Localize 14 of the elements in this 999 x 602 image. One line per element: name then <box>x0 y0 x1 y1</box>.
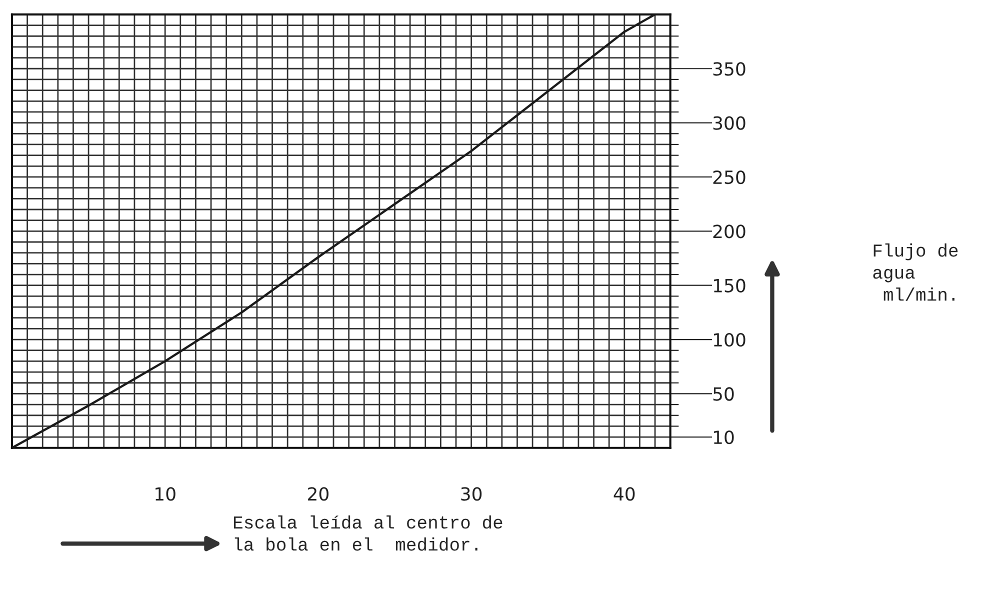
y-tick-label: 350 <box>713 62 746 76</box>
y-tick-label: 50 <box>713 387 734 401</box>
y-tick-label: 10 <box>714 430 734 444</box>
x-tick-label: 30 <box>461 487 482 501</box>
x-tick-label: 40 <box>614 487 635 501</box>
x-tick-label: 20 <box>308 487 328 501</box>
x-tick-label: 10 <box>156 487 176 501</box>
y-tick-label: 300 <box>713 116 746 130</box>
text: Flujo de agua ml/min. <box>873 243 958 301</box>
y-tick-label: 100 <box>714 332 746 347</box>
y-tick-label: 250 <box>713 170 746 184</box>
x-axis-title: Escala leída al centro de la bola en el medidor. <box>234 515 502 551</box>
y-tick-label: 200 <box>713 224 746 238</box>
y-tick-label: 150 <box>714 278 746 292</box>
